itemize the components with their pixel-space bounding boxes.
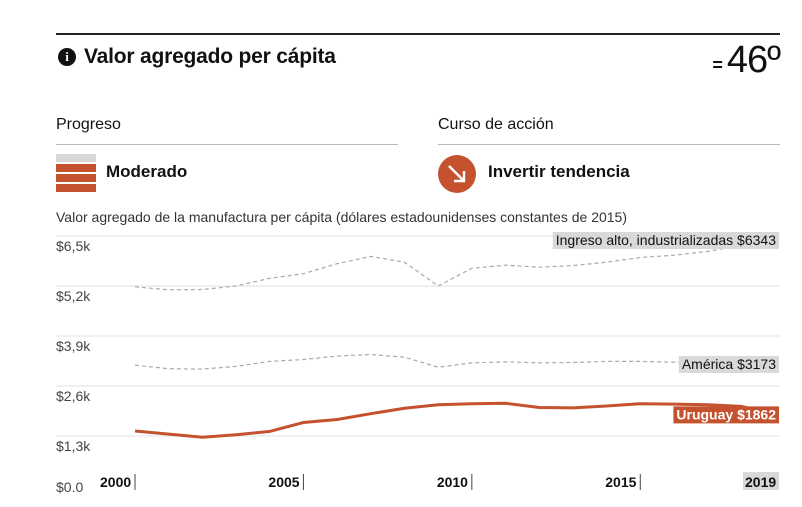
- top-rule: [56, 33, 780, 35]
- y-tick-label: $5,2k: [56, 288, 91, 304]
- series-end-label-bg: [673, 406, 779, 424]
- x-tick-highlight: [743, 472, 779, 490]
- x-tick-label: 2015: [605, 474, 636, 490]
- progress-heading: Progreso: [56, 116, 121, 133]
- y-tick-label: $0.0: [56, 479, 83, 495]
- progress-status: Moderado: [106, 162, 188, 181]
- rank-value: 46º: [726, 39, 781, 81]
- progress-bar-segment: [56, 184, 96, 192]
- y-tick-label: $2,6k: [56, 388, 91, 404]
- action-rule: [438, 144, 780, 145]
- header: i Valor agregado per cápita: [58, 45, 336, 69]
- series-line: [134, 241, 776, 291]
- series-end-label: Uruguay $1862: [676, 406, 776, 422]
- action-status: Invertir tendencia: [488, 162, 630, 181]
- chart-subtitle: Valor agregado de la manufactura per cáp…: [56, 209, 628, 225]
- y-tick-label: $1,3k: [56, 438, 91, 454]
- arrow-down-right-icon: [438, 155, 476, 193]
- stacked-bars-icon: [56, 154, 96, 194]
- action-heading: Curso de acción: [438, 116, 554, 133]
- x-tick-label: 2000: [100, 474, 131, 490]
- progress-bar-segment: [56, 174, 96, 182]
- progress-bar-segment: [56, 164, 96, 172]
- series-end-label: Ingreso alto, industrializadas $6343: [556, 232, 776, 248]
- info-circle-icon[interactable]: i: [58, 48, 76, 66]
- series-line: [134, 353, 776, 370]
- series-line: [134, 401, 776, 439]
- page-title: Valor agregado per cápita: [84, 45, 336, 68]
- series-end-label-bg: [678, 355, 779, 373]
- rank-symbol: =: [712, 55, 723, 75]
- x-tick-label: 2010: [437, 474, 468, 490]
- series-end-label: América $3173: [682, 356, 776, 372]
- series-end-label-bg: [552, 232, 779, 249]
- progress-rule: [56, 144, 398, 145]
- x-tick-label: 2019: [745, 474, 776, 490]
- x-tick-label: 2005: [268, 474, 299, 490]
- progress-bar-segment: [56, 154, 96, 162]
- rank-badge: = 46º: [712, 39, 781, 81]
- y-tick-label: $3,9k: [56, 338, 91, 354]
- y-tick-label: $6,5k: [56, 238, 91, 254]
